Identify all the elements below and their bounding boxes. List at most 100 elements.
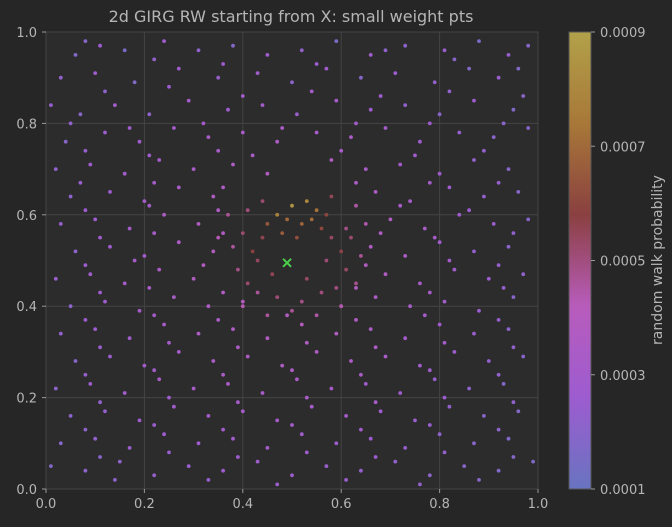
- data-point: [427, 121, 432, 126]
- data-point: [260, 199, 265, 204]
- data-point: [363, 382, 368, 386]
- data-point: [265, 171, 270, 176]
- x-tick-label: 1.0: [528, 497, 549, 512]
- data-point: [299, 48, 304, 53]
- data-point: [211, 194, 216, 199]
- data-point: [418, 281, 422, 286]
- data-point: [152, 231, 157, 236]
- data-point: [132, 80, 137, 85]
- data-point: [231, 244, 235, 249]
- data-point: [68, 414, 73, 418]
- data-point: [339, 249, 344, 254]
- data-point: [216, 208, 221, 213]
- data-point: [172, 126, 176, 130]
- data-point: [275, 482, 280, 487]
- data-point: [236, 345, 240, 350]
- data-point: [314, 130, 319, 135]
- data-point: [359, 427, 363, 432]
- data-point: [236, 455, 240, 459]
- data-point: [147, 112, 152, 117]
- data-point: [83, 372, 88, 377]
- data-point: [304, 450, 309, 455]
- data-point: [290, 203, 294, 208]
- data-point: [176, 185, 181, 190]
- data-point: [383, 354, 388, 359]
- data-point: [176, 240, 181, 245]
- data-point: [216, 318, 221, 322]
- data-point: [408, 199, 412, 204]
- x-tick-label: 0.4: [232, 497, 253, 512]
- data-point: [167, 450, 171, 455]
- data-point: [299, 432, 304, 437]
- data-point: [496, 468, 501, 473]
- data-point: [482, 194, 486, 199]
- plot-area: [45, 31, 539, 490]
- data-point: [147, 203, 152, 208]
- data-point: [422, 313, 427, 318]
- data-point: [216, 148, 221, 153]
- data-point: [53, 167, 58, 172]
- data-point: [157, 377, 162, 382]
- data-point: [206, 478, 211, 482]
- data-point: [329, 158, 334, 162]
- data-point: [467, 66, 471, 71]
- data-point: [275, 418, 280, 423]
- data-point: [236, 400, 240, 405]
- data-point: [221, 372, 226, 377]
- data-point: [221, 468, 226, 473]
- data-point: [265, 53, 270, 57]
- data-point: [240, 299, 245, 304]
- data-point: [334, 286, 339, 290]
- data-point: [334, 98, 339, 103]
- data-point: [275, 212, 280, 217]
- data-point: [53, 276, 58, 281]
- data-point: [122, 391, 127, 395]
- data-point: [511, 295, 516, 299]
- data-point: [152, 180, 157, 185]
- data-point: [373, 345, 378, 350]
- data-point: [437, 322, 442, 327]
- data-point: [462, 464, 467, 468]
- data-point: [299, 222, 304, 226]
- colorbar-tick-label: 0.0009: [600, 26, 646, 41]
- chart-title: 2d GIRG RW starting from X: small weight…: [109, 7, 474, 26]
- data-point: [152, 368, 157, 373]
- data-point: [452, 350, 457, 354]
- data-point: [511, 107, 516, 112]
- data-point: [78, 180, 83, 185]
- data-point: [403, 43, 408, 48]
- data-point: [73, 359, 78, 363]
- data-point: [108, 244, 112, 249]
- data-point: [265, 446, 270, 450]
- data-point: [211, 359, 216, 363]
- data-point: [226, 212, 230, 217]
- start-marker-x: [282, 258, 292, 268]
- data-point: [280, 231, 285, 236]
- data-point: [359, 372, 363, 377]
- data-point: [432, 80, 437, 85]
- data-point: [413, 153, 417, 158]
- data-point: [231, 327, 235, 331]
- data-point: [240, 304, 245, 309]
- data-point: [393, 71, 398, 75]
- data-point: [359, 254, 363, 258]
- data-point: [93, 71, 98, 75]
- data-point: [127, 226, 132, 231]
- data-point: [334, 441, 339, 446]
- data-point: [427, 368, 432, 373]
- data-point: [442, 450, 447, 455]
- data-point: [117, 459, 122, 464]
- data-point: [275, 139, 280, 144]
- data-point: [49, 464, 53, 468]
- data-point: [68, 121, 73, 126]
- data-point: [349, 135, 353, 140]
- data-point: [398, 162, 403, 167]
- data-point: [452, 267, 457, 272]
- data-point: [383, 272, 388, 277]
- data-point: [299, 299, 304, 304]
- data-point: [206, 135, 211, 140]
- data-point: [373, 455, 378, 459]
- data-point: [221, 185, 226, 190]
- data-point: [304, 199, 309, 204]
- data-point: [83, 39, 88, 43]
